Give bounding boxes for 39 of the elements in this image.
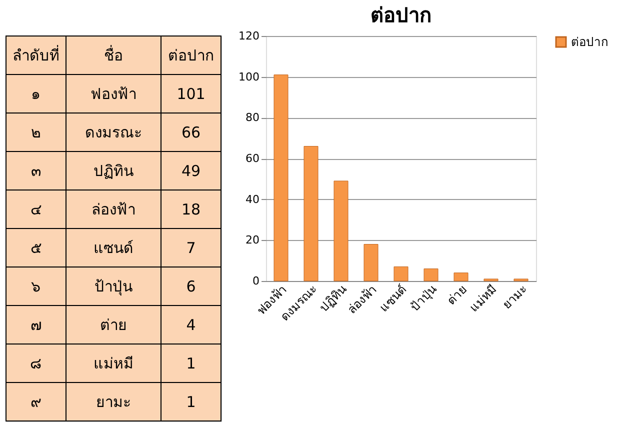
text: 101: [176, 84, 206, 103]
category-label: แม่หมี: [94, 354, 134, 372]
chart-title: ต่อปาก: [370, 3, 432, 27]
y-tick-label: 80: [246, 111, 260, 124]
text: 66: [181, 123, 201, 142]
category-label: ยามะ: [96, 392, 131, 411]
y-tick-label: 120: [238, 30, 260, 42]
y-tick-label: 100: [238, 70, 260, 84]
text: 7: [186, 238, 196, 257]
y-tick-label: 20: [246, 234, 260, 247]
text: 1: [186, 354, 196, 372]
text: 6: [186, 277, 196, 296]
y-tick-label: 40: [246, 192, 260, 206]
category-label: ล่องฟ้า: [92, 200, 136, 218]
text: 4: [186, 316, 196, 334]
text: ๗: [30, 316, 42, 334]
text: ลำดับที่: [12, 44, 60, 64]
category-label: ต่าย: [100, 316, 127, 334]
legend-label: ต่อปาก: [571, 35, 608, 49]
category-label: แซนด์: [94, 238, 134, 257]
category-label: ดงมรณะ: [85, 123, 142, 142]
text: ๕: [30, 238, 42, 257]
text: 49: [181, 162, 201, 180]
category-label: ปฏิทิน: [94, 162, 134, 180]
text: ๓: [31, 162, 41, 180]
text: ต่อปาก: [168, 46, 214, 64]
text: ชื่อ: [104, 44, 123, 64]
text: ๒: [31, 123, 41, 142]
text: ๔: [30, 200, 42, 218]
text: ๘: [30, 354, 42, 372]
text: ๙: [30, 392, 42, 411]
text: ๑: [31, 84, 41, 103]
x-tick-label: ต่าย: [444, 282, 470, 308]
text: 18: [181, 200, 201, 218]
y-tick-label: 60: [246, 152, 260, 165]
category-label: ฟองฟ้า: [90, 84, 136, 103]
text: ๖: [31, 277, 41, 296]
y-tick-label: 0: [252, 274, 260, 288]
text: 1: [186, 392, 196, 411]
